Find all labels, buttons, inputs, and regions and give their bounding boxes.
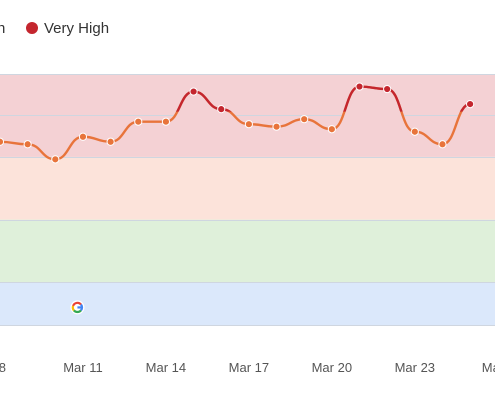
x-axis-ticks: 8 Mar 11 Mar 14 Mar 17 Mar 20 Mar 23 Ma: [0, 360, 495, 375]
data-point-4: [106, 137, 115, 146]
data-point-14: [383, 84, 392, 94]
legend-label-very-high: Very High: [44, 20, 109, 37]
x-tick-4: Mar 20: [312, 360, 352, 375]
x-tick-5: Mar 23: [395, 360, 435, 375]
data-point-12: [327, 125, 336, 134]
chart-markers: [70, 300, 85, 315]
data-point-10: [272, 122, 281, 131]
band-2: [0, 156, 495, 220]
data-point-3: [78, 132, 88, 141]
data-point-1: [23, 140, 32, 149]
series-points: [0, 82, 475, 164]
x-tick-1: Mar 11: [63, 360, 103, 375]
data-point-8: [217, 105, 226, 114]
data-point-11: [300, 115, 309, 124]
data-point-7: [189, 87, 198, 96]
chart-bands: [0, 74, 495, 325]
chart-gridlines: [0, 74, 495, 326]
data-point-17: [466, 100, 475, 109]
data-point-16: [438, 140, 447, 149]
legend-label-high: h: [0, 20, 5, 37]
band-1: [0, 219, 495, 283]
series-line-very-high: [176, 85, 471, 112]
legend-swatch-very-high: [26, 22, 38, 34]
data-point-5: [134, 117, 143, 126]
google-g-icon: [70, 300, 85, 315]
x-tick-3: Mar 17: [229, 360, 269, 375]
chart-legend: h Very High: [0, 20, 109, 37]
x-tick-2: Mar 14: [146, 360, 186, 375]
x-tick-6: Ma: [482, 360, 495, 375]
data-point-0: [0, 137, 5, 146]
data-point-6: [161, 117, 171, 126]
data-point-13: [355, 82, 364, 91]
x-tick-0: 8: [0, 360, 6, 375]
data-point-2: [51, 155, 60, 164]
data-point-9: [244, 120, 253, 129]
data-point-15: [410, 127, 419, 136]
